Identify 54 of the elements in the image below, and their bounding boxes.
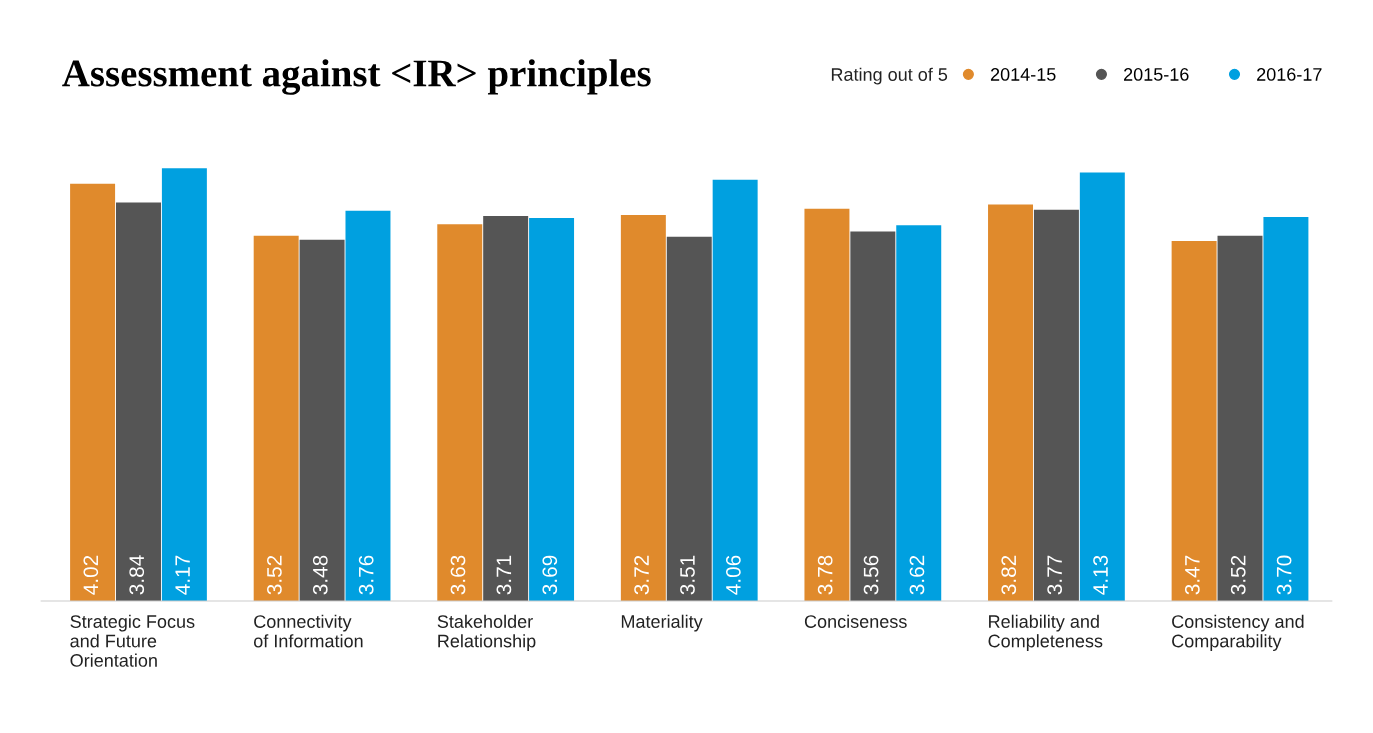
bar — [529, 218, 575, 602]
x-tick-label: Strategic Focus and Future Orientation — [70, 614, 195, 667]
bar — [299, 239, 345, 602]
bar — [1171, 240, 1217, 602]
data-label: 3.71 — [496, 555, 512, 595]
data-label: 3.52 — [267, 555, 282, 595]
bar — [666, 236, 712, 602]
data-label: 4.17 — [175, 555, 190, 595]
bar — [1033, 209, 1079, 602]
bar — [850, 231, 896, 602]
bar — [1079, 172, 1125, 602]
data-label: 4.06 — [725, 555, 741, 595]
data-label: 3.69 — [542, 555, 558, 595]
data-label: 3.70 — [1276, 555, 1292, 595]
data-label: 3.76 — [358, 555, 374, 595]
bar — [988, 204, 1034, 602]
data-label: 3.51 — [680, 555, 695, 595]
bar — [1263, 217, 1309, 602]
bar — [70, 183, 116, 602]
data-label: 3.72 — [634, 555, 649, 595]
bar — [161, 168, 207, 602]
legend-label: 2015-16 — [1124, 68, 1189, 81]
bar — [116, 202, 161, 602]
bar — [345, 210, 391, 602]
x-tick-label: Conciseness — [804, 614, 907, 628]
data-label: 4.13 — [1093, 555, 1108, 595]
data-label: 3.78 — [817, 555, 833, 595]
legend-label: 2014-15 — [990, 68, 1056, 81]
bar — [483, 215, 529, 602]
data-label: 3.84 — [129, 555, 145, 595]
x-tick-label: Materiality — [621, 614, 703, 632]
data-label: 3.52 — [1230, 555, 1246, 595]
data-label: 3.63 — [450, 555, 466, 595]
bar — [437, 224, 483, 602]
data-label: 3.56 — [863, 555, 879, 595]
x-tick-label: Connectivity of Information — [253, 614, 363, 648]
data-label: 3.77 — [1047, 555, 1063, 595]
data-label: 3.82 — [1001, 555, 1017, 595]
bar — [712, 179, 758, 602]
bar — [804, 208, 850, 602]
data-label: 3.47 — [1184, 555, 1200, 595]
data-label: 3.48 — [312, 555, 328, 595]
data-label: 4.02 — [83, 555, 99, 595]
bar — [620, 214, 666, 602]
x-tick-label: Reliability and Completeness — [988, 614, 1103, 651]
chart-title: Assessment against <IR> principles — [62, 59, 651, 95]
x-tick-label: Stakeholder Relationship — [437, 614, 536, 651]
bar — [896, 225, 942, 602]
bar — [1217, 235, 1263, 602]
bar — [253, 235, 299, 602]
legend-title: Rating out of 5 — [831, 67, 948, 85]
x-tick-label: Consistency and Comparability — [1172, 614, 1304, 651]
data-label: 3.62 — [909, 555, 925, 595]
legend-label: 2016-17 — [1257, 68, 1322, 81]
